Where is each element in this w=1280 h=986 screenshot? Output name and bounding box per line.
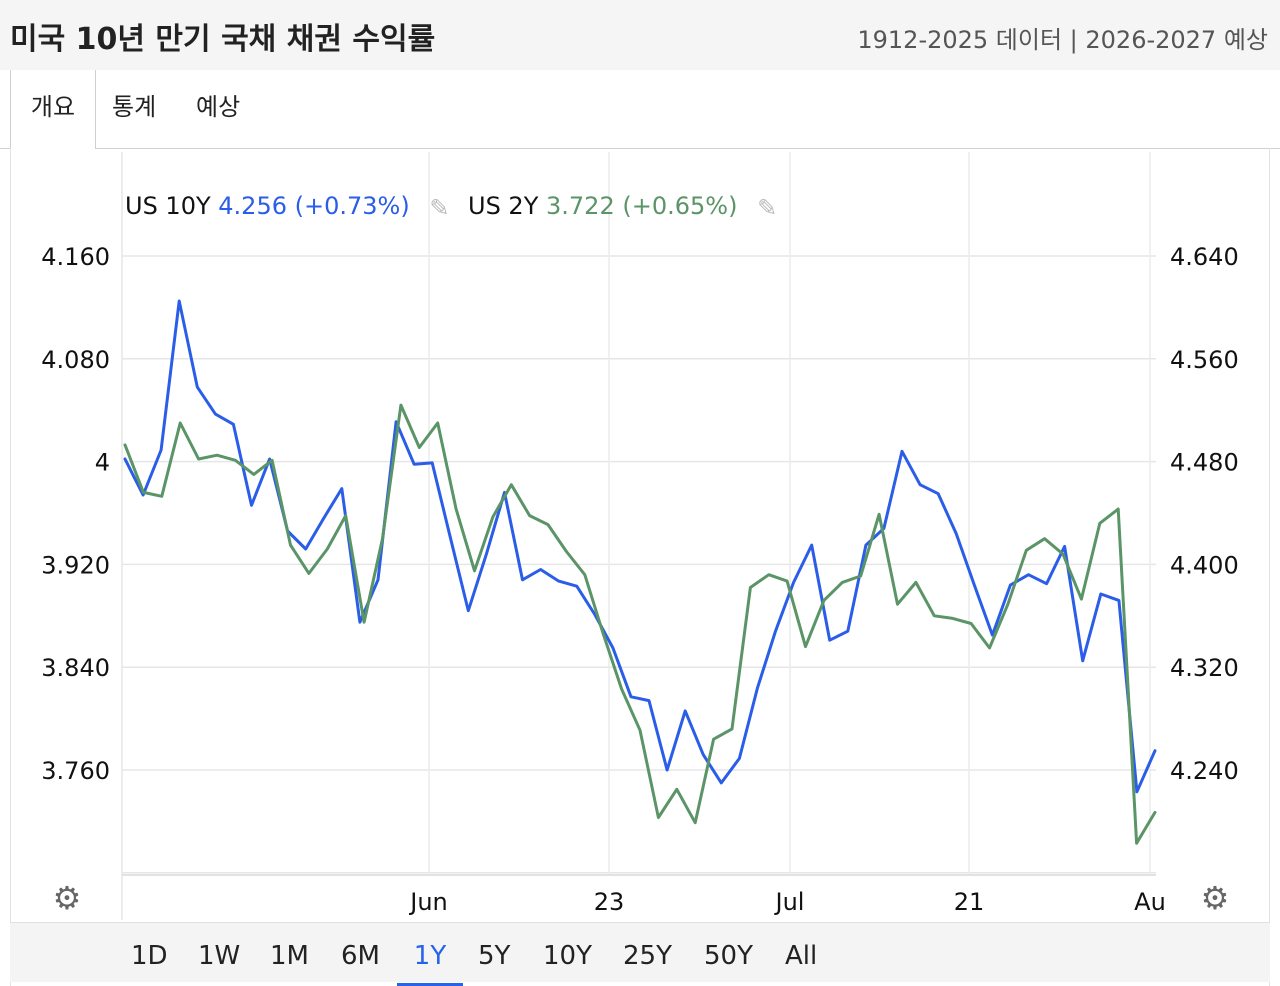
tab-forecast-label: 예상 bbox=[196, 93, 241, 121]
x-tick-label: Au bbox=[1134, 888, 1166, 916]
range-button-1d[interactable]: 1D bbox=[131, 941, 168, 983]
tab-overview[interactable]: 개요 bbox=[10, 70, 96, 149]
y-right-tick-label: 4.400 bbox=[1170, 551, 1239, 579]
range-label: 1Y bbox=[413, 941, 447, 971]
range-label: 1D bbox=[131, 941, 168, 971]
legend-us2y-name: US 2Y bbox=[468, 192, 539, 220]
series-lines bbox=[123, 299, 1157, 845]
left-y-axis: 4.160 4.080 4 3.920 3.840 3.760 bbox=[41, 243, 110, 785]
legend-us10y-value: 4.256 bbox=[218, 192, 287, 220]
y-right-tick-label: 4.240 bbox=[1170, 757, 1239, 785]
tab-statistics-label: 통계 bbox=[112, 93, 157, 121]
range-label: All bbox=[785, 941, 818, 971]
page-title: 미국 10년 만기 국채 채권 수익률 bbox=[10, 22, 436, 57]
legend-item-us2y[interactable]: US 2Y 3.722 (+0.65%) ✎ bbox=[468, 192, 777, 222]
range-label: 1W bbox=[198, 941, 241, 971]
range-label: 5Y bbox=[478, 941, 511, 971]
range-label: 50Y bbox=[704, 941, 753, 971]
x-axis: Jun 23 Jul 21 Au bbox=[408, 888, 1166, 916]
series-line-us10y bbox=[123, 299, 1157, 794]
chart-grid bbox=[121, 152, 1156, 920]
range-label: 10Y bbox=[543, 941, 592, 971]
y-left-tick-label: 4.160 bbox=[41, 243, 110, 271]
tab-overview-label: 개요 bbox=[30, 93, 76, 121]
gear-icon[interactable]: ⚙ bbox=[52, 879, 82, 917]
y-left-tick-label: 4 bbox=[95, 449, 110, 477]
x-tick-label: 23 bbox=[594, 888, 625, 916]
y-left-tick-label: 3.840 bbox=[41, 654, 110, 682]
range-button-25y[interactable]: 25Y bbox=[623, 941, 672, 983]
y-right-tick-label: 4.320 bbox=[1170, 654, 1239, 682]
y-right-tick-label: 4.480 bbox=[1170, 449, 1239, 477]
tab-bar: 개요 통계 예상 bbox=[0, 70, 1280, 149]
x-tick-label: Jul bbox=[774, 888, 805, 916]
time-range-bar: 1D 1W 1M 6M 1Y 5Y 10Y 25Y 50Y All bbox=[10, 922, 1270, 986]
legend-us2y-value: 3.722 bbox=[546, 192, 615, 220]
tab-forecast[interactable]: 예상 bbox=[196, 70, 240, 148]
x-tick-label: 21 bbox=[954, 888, 985, 916]
pencil-icon[interactable]: ✎ bbox=[757, 194, 778, 222]
tab-statistics[interactable]: 통계 bbox=[112, 70, 156, 148]
range-button-10y[interactable]: 10Y bbox=[543, 941, 592, 983]
legend-us10y-name: US 10Y bbox=[125, 192, 211, 220]
series-line-us2y bbox=[123, 403, 1157, 845]
page-header: 미국 10년 만기 국채 채권 수익률 1912-2025 데이터 | 2026… bbox=[0, 0, 1280, 71]
right-y-axis: 4.640 4.560 4.480 4.400 4.320 4.240 bbox=[1170, 243, 1239, 785]
range-button-1m[interactable]: 1M bbox=[270, 941, 309, 983]
y-right-tick-label: 4.560 bbox=[1170, 346, 1239, 374]
x-tick-label: Jun bbox=[408, 888, 448, 916]
range-label: 25Y bbox=[623, 941, 672, 971]
range-button-1w[interactable]: 1W bbox=[198, 941, 240, 983]
legend-us2y-change: (+0.65%) bbox=[622, 192, 738, 220]
y-left-tick-label: 4.080 bbox=[41, 346, 110, 374]
data-range-subtitle: 1912-2025 데이터 | 2026-2027 예상 bbox=[857, 26, 1268, 54]
gear-icon[interactable]: ⚙ bbox=[1200, 879, 1230, 917]
range-button-6m[interactable]: 6M bbox=[341, 941, 380, 983]
chart-frame bbox=[10, 148, 1270, 986]
range-button-1y[interactable]: 1Y bbox=[397, 941, 463, 986]
range-label: 1M bbox=[270, 941, 309, 971]
pencil-icon[interactable]: ✎ bbox=[429, 194, 450, 222]
range-button-all[interactable]: All bbox=[785, 941, 817, 983]
range-button-5y[interactable]: 5Y bbox=[478, 941, 510, 983]
y-left-tick-label: 3.920 bbox=[41, 551, 110, 579]
yield-line-chart: 4.160 4.080 4 3.920 3.840 3.760 4.640 4.560 4.4… bbox=[41, 152, 1239, 920]
legend-item-us10y[interactable]: US 10Y 4.256 (+0.73%) ✎ bbox=[125, 192, 449, 222]
y-right-tick-label: 4.640 bbox=[1170, 243, 1239, 271]
legend-us10y-change: (+0.73%) bbox=[294, 192, 410, 220]
y-left-tick-label: 3.760 bbox=[41, 757, 110, 785]
range-button-50y[interactable]: 50Y bbox=[704, 941, 753, 983]
range-label: 6M bbox=[341, 941, 380, 971]
